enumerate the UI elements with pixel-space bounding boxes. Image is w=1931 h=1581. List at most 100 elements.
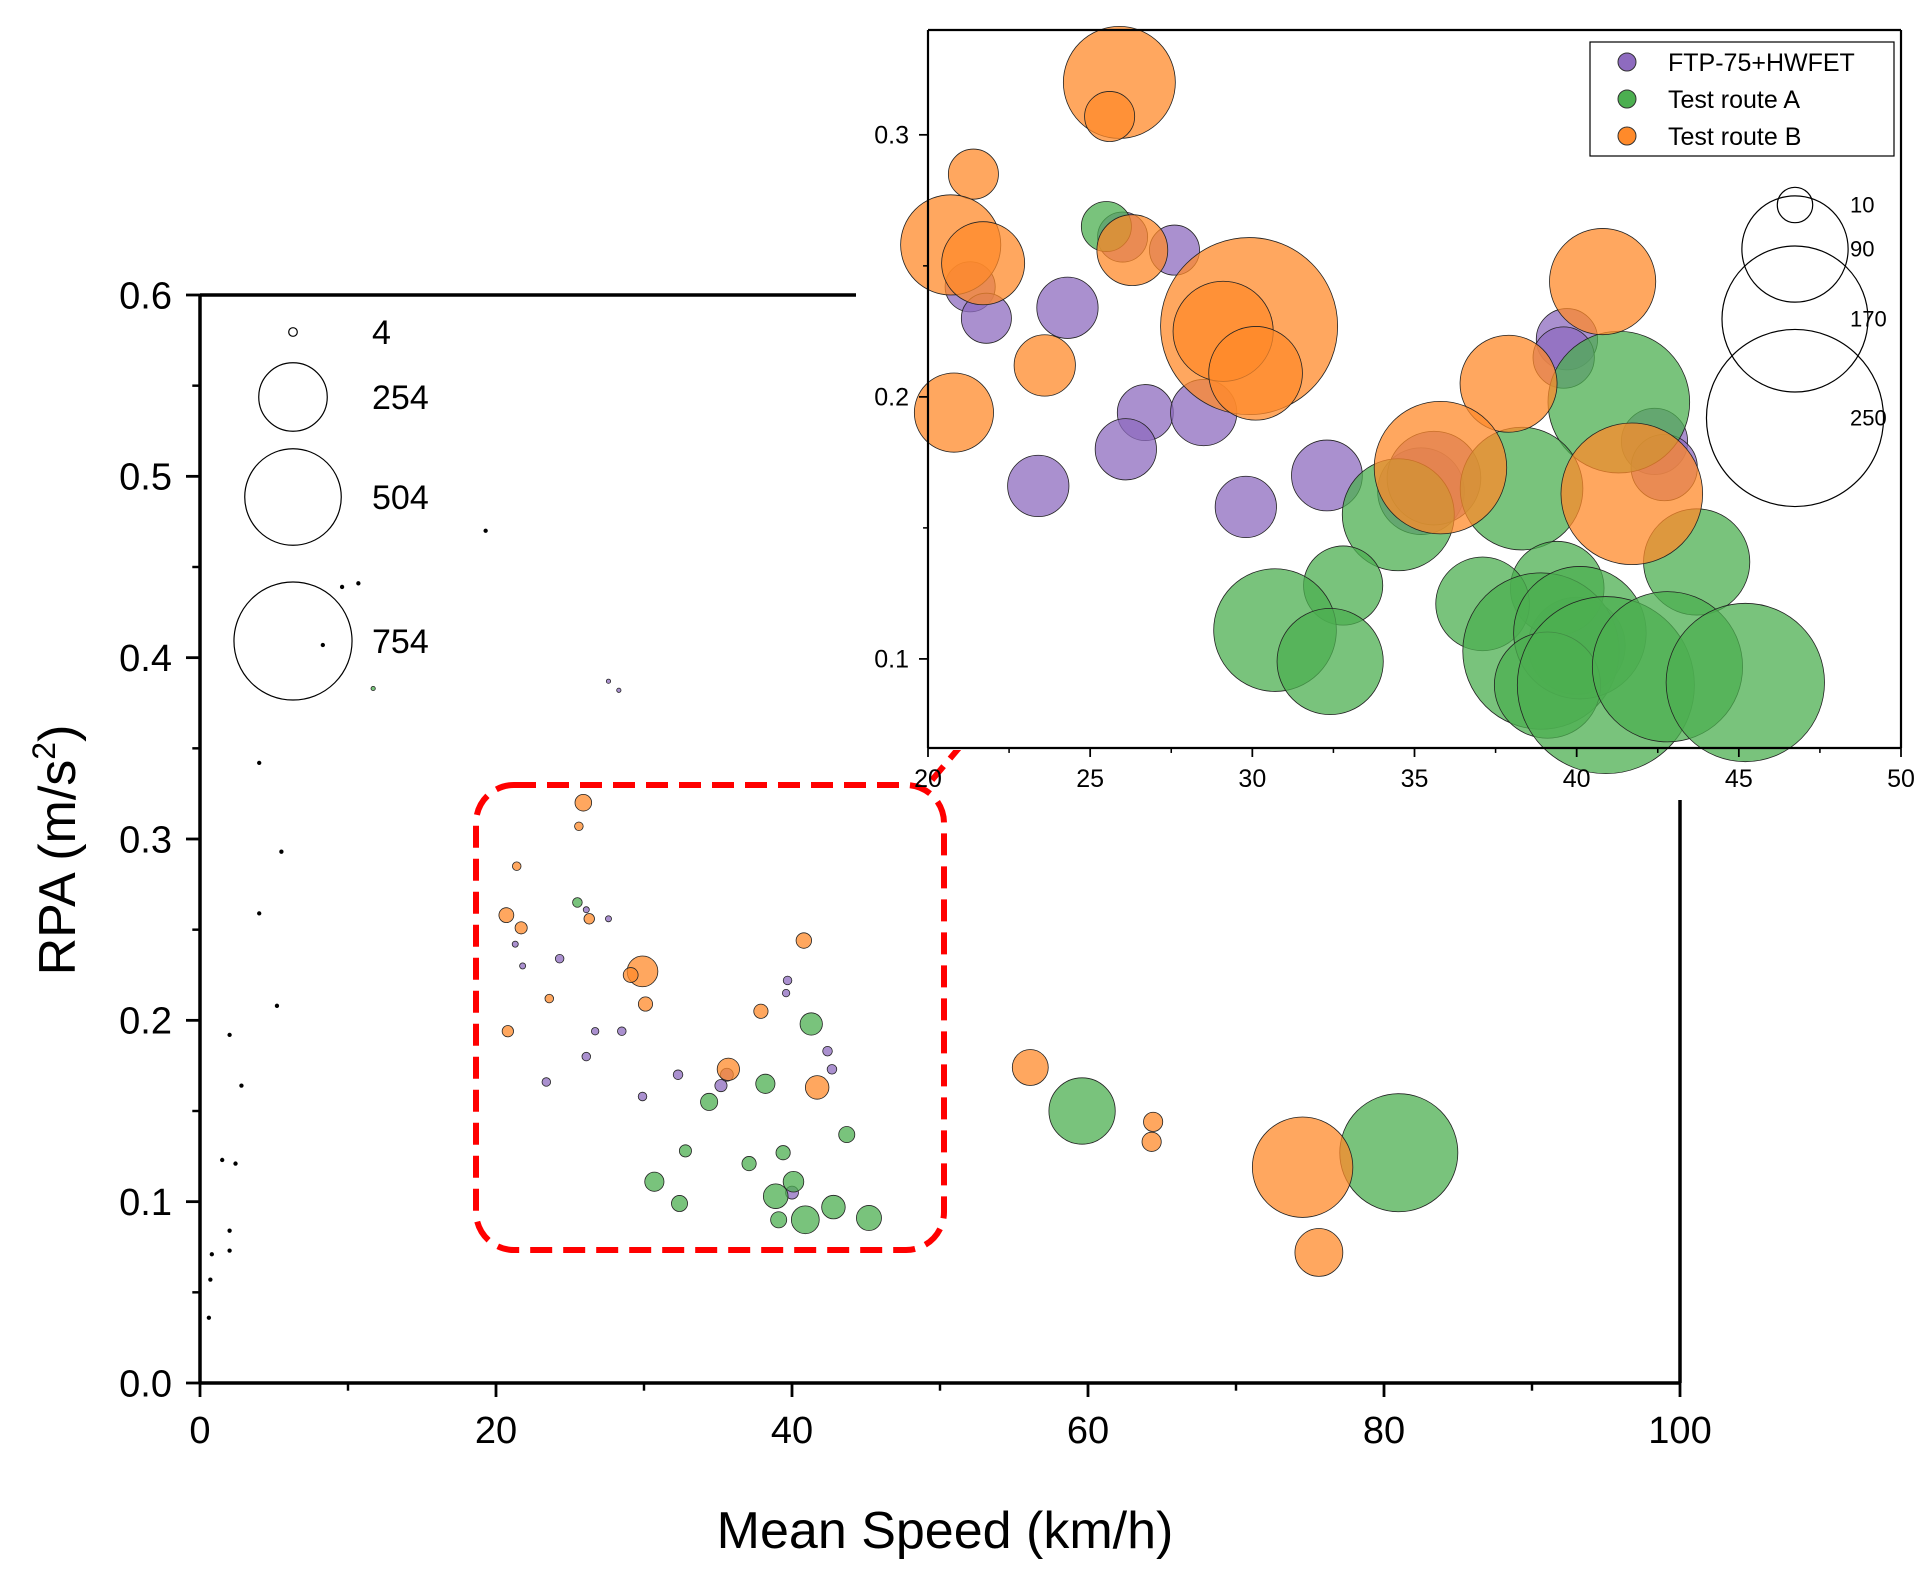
inset-y-tick-label: 0.2 (874, 384, 909, 412)
legend-label-ftp: FTP-75+HWFET (1668, 49, 1855, 77)
main-bubble-route-b (1011, 1049, 1049, 1086)
main-bubble-ftp (554, 953, 565, 964)
inset-bubble-route-b (947, 148, 999, 200)
main-bubble-route-b (1251, 1116, 1354, 1218)
main-bubble-black (239, 1083, 244, 1088)
main-bubble-route-b (804, 1075, 830, 1100)
main-bubble-route-a (644, 1171, 665, 1192)
legend-label-route-b: Test route B (1668, 123, 1801, 151)
main-bubble-ftp (617, 1026, 627, 1036)
main-bubble-black (208, 1277, 213, 1282)
inset-legend: FTP-75+HWFET Test route A Test route B (1589, 41, 1895, 157)
main-bubble-route-b (637, 996, 654, 1012)
main-bubble-route-b (574, 794, 593, 812)
main-size-legend-label: 254 (372, 379, 429, 417)
main-size-legend-label: 504 (372, 479, 429, 517)
main-y-tick-label: 0.5 (119, 457, 172, 499)
main-size-legend-circle (288, 327, 298, 337)
main-bubble-black (227, 1248, 232, 1253)
inset-x-tick-label: 50 (1887, 765, 1915, 793)
main-bubble-ftp (672, 1069, 684, 1080)
inset-bubble-route-a (1665, 602, 1825, 763)
main-bubble-route-b (512, 861, 522, 871)
main-axes: 0 20 40 60 80 100 0.0 0.1 0.2 0.3 0.4 0.5 0.6 (119, 275, 1712, 1452)
legend-marker-ftp (1617, 52, 1637, 72)
main-bubble-ftp (605, 915, 612, 923)
main-y-tick-label: 0.4 (119, 638, 172, 680)
main-size-legend-circle (233, 581, 353, 701)
y-axis-label-sup: 2 (26, 742, 62, 760)
inset-x-tick-label: 35 (1401, 765, 1429, 793)
main-bubble-black (356, 581, 361, 586)
inset-bubble-route-b (1084, 91, 1136, 142)
inset-bubble-ftp (1214, 475, 1277, 538)
inset-bubble-route-b (1560, 422, 1704, 566)
main-bubble-route-b (1141, 1131, 1162, 1152)
main-bubble-route-a (741, 1156, 757, 1172)
inset-axes: 20 25 30 35 40 45 50 0.1 0.2 0.3 (874, 28, 1915, 793)
inset-bubble-ftp (1036, 276, 1099, 339)
main-bubble-route-a (799, 1012, 823, 1036)
inset-bubble-route-b (1459, 334, 1558, 433)
main-size-legend-circle (244, 448, 342, 546)
inset-y-tick-label: 0.1 (874, 646, 909, 674)
inset-x-tick-label: 40 (1563, 765, 1591, 793)
main-bubble-ftp (541, 1077, 552, 1087)
main-size-legend-label: 754 (372, 623, 429, 661)
inset-bubble-route-b (941, 221, 1026, 306)
inset-bubble-ftp (1094, 418, 1157, 481)
main-bubble-route-a (671, 1195, 688, 1212)
main-bubble-black (274, 1003, 280, 1008)
main-plot: 0 20 40 60 80 100 0.0 0.1 0.2 0.3 0.4 0.5 0.6 4 254 50… (119, 275, 1712, 1452)
inset-bubble-route-b (913, 372, 994, 453)
main-y-tick-label: 0.1 (119, 1182, 172, 1224)
legend-marker-route-b (1617, 126, 1637, 146)
main-bubble-black (483, 528, 488, 533)
inset-bubble-route-b (1373, 400, 1508, 535)
inset-x-tick-label: 30 (1238, 765, 1266, 793)
main-bubble-route-a (678, 1144, 692, 1158)
inset-size-legend: 10 90 170 250 (1705, 186, 1887, 508)
x-axis-label: Mean Speed (km/h) (717, 1502, 1174, 1560)
inset-size-legend-circle (1705, 328, 1885, 508)
main-bubble-route-a (856, 1205, 882, 1231)
inset-bubbles (900, 26, 1825, 775)
main-bubble-route-b (716, 1057, 740, 1081)
zoom-region-box (473, 782, 947, 1253)
main-bubble-ftp (511, 940, 519, 948)
main-bubble-route-b (544, 993, 554, 1004)
main-bubble-ftp (826, 1064, 838, 1075)
main-bubble-ftp (714, 1079, 728, 1093)
main-bubble-route-a (770, 1211, 788, 1229)
main-bubble-ftp (605, 678, 612, 684)
main-bubble-route-b (574, 821, 584, 832)
main-x-tick-label: 60 (1067, 1410, 1109, 1452)
main-bubble-black (257, 911, 262, 916)
main-bubble-ftp (637, 1091, 648, 1102)
main-bubble-route-a (775, 1145, 791, 1161)
main-bubble-ftp (591, 1027, 600, 1036)
main-bubble-black (233, 1161, 238, 1166)
main-bubble-black (257, 760, 262, 765)
inset-size-legend-label: 90 (1850, 237, 1874, 262)
inset-x-tick-label: 25 (1076, 765, 1104, 793)
main-bubble-black (209, 1252, 214, 1257)
inset-y-tick-label: 0.3 (874, 122, 909, 150)
main-bubble-route-b (753, 1003, 769, 1019)
inset-legend-box (1589, 41, 1895, 157)
inset-x-tick-label: 20 (914, 765, 942, 793)
main-x-tick-label: 40 (771, 1410, 813, 1452)
main-bubble-route-b (622, 967, 639, 983)
y-axis-label-main: RPA (m/s (29, 760, 87, 976)
main-x-tick-label: 20 (475, 1410, 517, 1452)
main-bubble-route-a (1048, 1077, 1116, 1145)
main-bubble-black (320, 642, 325, 648)
main-bubble-route-a (1339, 1093, 1459, 1213)
main-size-legend: 4 254 504 754 (233, 314, 429, 701)
main-bubble-black (339, 584, 345, 590)
legend-marker-route-a (1617, 89, 1637, 109)
main-size-legend-label: 4 (372, 314, 391, 352)
main-y-tick-label: 0.6 (119, 275, 172, 317)
inset-size-legend-label: 10 (1850, 193, 1874, 218)
main-bubble-route-b (795, 932, 812, 949)
